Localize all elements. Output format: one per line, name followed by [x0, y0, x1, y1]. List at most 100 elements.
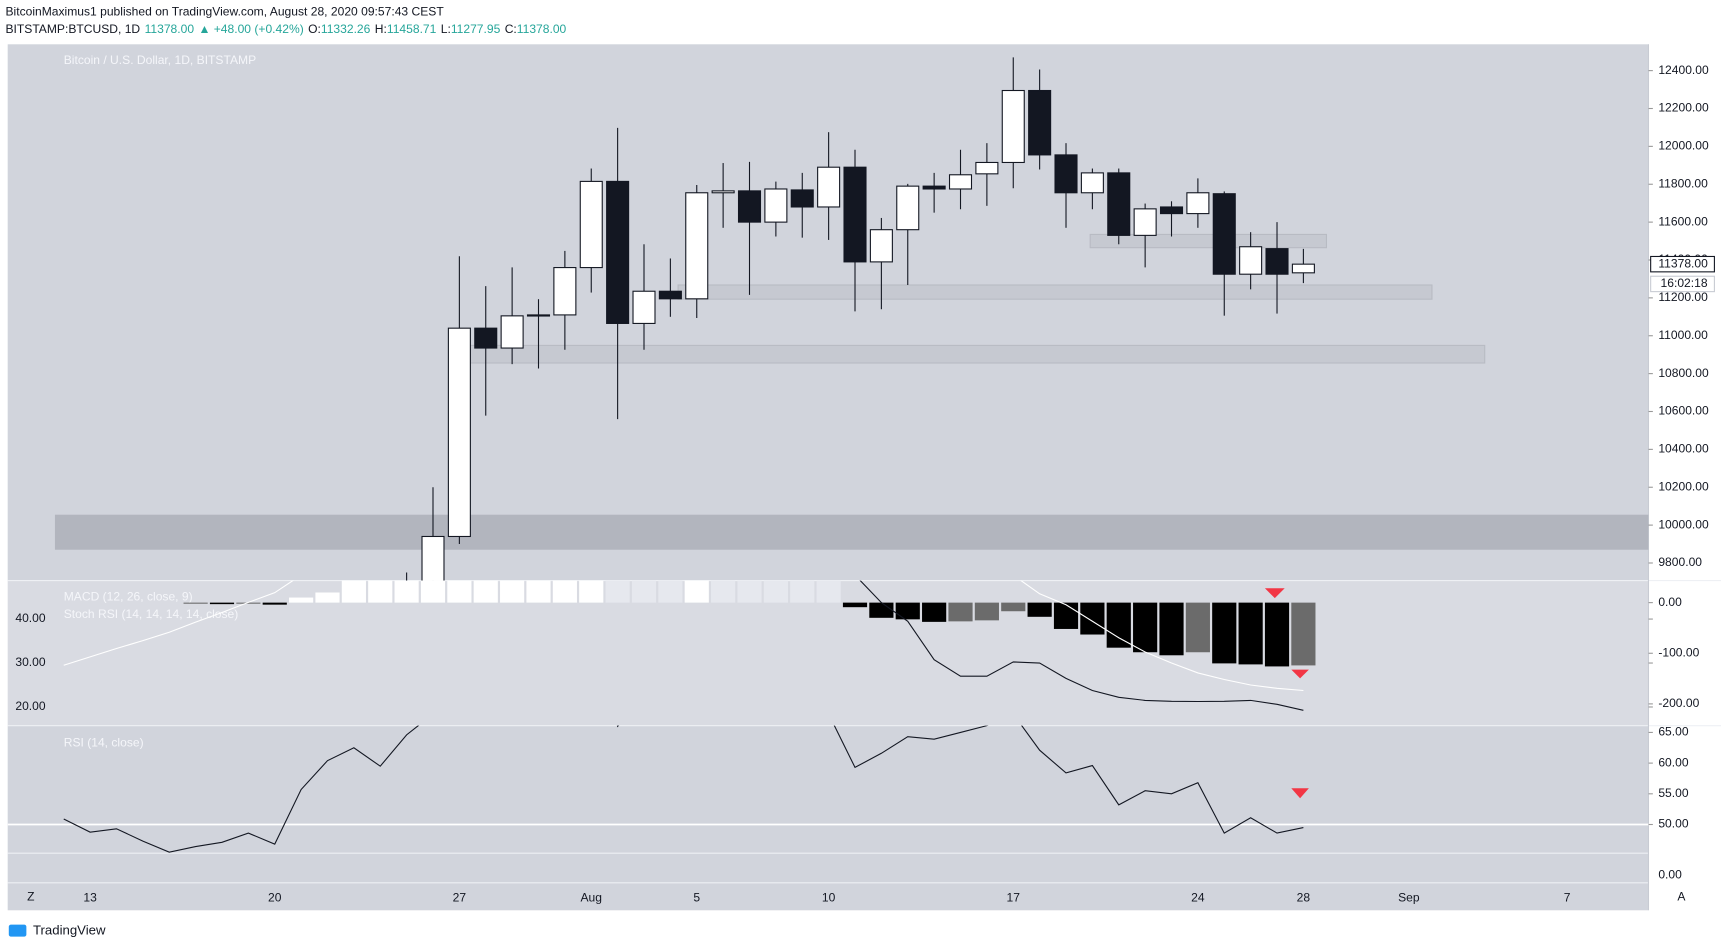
histogram-bar [1133, 602, 1158, 653]
histogram-bar [289, 597, 314, 603]
candle-body [896, 185, 920, 231]
ohlc-label: H: [375, 22, 387, 36]
candle-body [1159, 206, 1184, 215]
zone [1089, 233, 1328, 249]
x-tick-label: 24 [1191, 890, 1205, 904]
histogram-bar [1106, 602, 1131, 648]
rsi-pane [7, 725, 1649, 883]
y-tick-label: 9800.00 [1658, 555, 1702, 569]
histogram-bar [1185, 602, 1210, 653]
histogram-bar [236, 602, 261, 604]
histogram-bar [737, 580, 762, 603]
histogram-bar [816, 580, 841, 603]
histogram-bar [895, 602, 920, 620]
histogram-bar [658, 580, 683, 603]
histogram-bar [711, 580, 736, 603]
histogram-bar [552, 580, 577, 603]
histogram-bar [526, 580, 551, 603]
histogram-bar [948, 602, 973, 622]
candle-body [526, 314, 551, 317]
ohlc-label: C: [505, 22, 517, 36]
zone [54, 514, 1649, 550]
auto-button-bg[interactable] [1672, 888, 1691, 906]
y-tick-label: 10600.00 [1658, 404, 1709, 418]
candle-body [447, 327, 471, 538]
countdown: 16:02:18 [1661, 276, 1708, 290]
x-tick-label: 10 [822, 890, 836, 904]
histogram-bar [869, 602, 894, 618]
last-price: 11378.00 [145, 22, 195, 36]
candle-body [1212, 193, 1236, 275]
candle-body [737, 190, 762, 223]
histogram-bar [684, 580, 709, 603]
y-tick-label: 40.00 [15, 611, 46, 625]
histogram-bar [842, 602, 868, 608]
candle-body [922, 185, 946, 190]
y-tick-label: 50.00 [1658, 817, 1689, 831]
candle-body [1186, 192, 1210, 215]
low-value: 11277.95 [451, 22, 501, 36]
histogram-bar [1264, 602, 1290, 667]
candle-body [790, 189, 814, 208]
main-plot: Bitcoin / U.S. Dollar, 1D, BITSTAMP [54, 53, 1649, 581]
macd-pane [7, 580, 1649, 726]
x-tick-label: 17 [1007, 890, 1021, 904]
y-tick-label: 12200.00 [1658, 101, 1709, 115]
x-tick-label: Sep [1398, 890, 1420, 904]
histogram-bar [1001, 602, 1026, 612]
histogram-bar [315, 592, 340, 603]
y-tick-label: 11800.00 [1658, 176, 1708, 190]
histogram-bar [974, 602, 999, 621]
stoch-k-line [859, 580, 1304, 711]
candle-body [474, 327, 498, 349]
candle-body [500, 315, 524, 349]
stoch-d-line [63, 580, 1304, 692]
histogram-bar [368, 580, 393, 603]
histogram-bar [922, 602, 947, 622]
x-tick-label: 7 [1564, 890, 1571, 904]
signal-arrow [1264, 588, 1285, 599]
histogram-bar [1053, 602, 1079, 629]
candle-body [1291, 263, 1315, 274]
histogram-bar [605, 580, 630, 603]
high-value: 11458.71 [387, 22, 437, 36]
zone [457, 344, 1486, 364]
candle-body [948, 174, 973, 190]
candle-body [1001, 89, 1025, 164]
y-tick-label: -200.00 [1658, 696, 1699, 710]
candle-body [685, 192, 709, 300]
x-tick-label: 13 [83, 890, 97, 904]
histogram-bar [1291, 602, 1316, 666]
histogram-bar [790, 580, 815, 603]
y-tick-label: 11200.00 [1658, 290, 1708, 304]
histogram-bar [447, 580, 472, 603]
zoom-button[interactable]: Z [27, 889, 34, 903]
histogram-bar [1238, 602, 1263, 665]
rsi-plot: RSI (14, close) [7, 725, 1649, 853]
rsi-line [63, 725, 1304, 853]
y-tick-label: 30.00 [15, 655, 46, 669]
y-tick-label: 60.00 [1658, 755, 1689, 769]
y-tick-label: 11000.00 [1658, 328, 1708, 342]
histogram-bar [1212, 602, 1237, 664]
macd-title: MACD (12, 26, close, 9) [64, 589, 193, 603]
y-tick-label: 20.00 [15, 699, 46, 713]
y-tick-label: 10000.00 [1658, 517, 1709, 531]
x-tick-label: 5 [693, 890, 700, 904]
signal-arrow [1291, 669, 1309, 679]
candle-body [1080, 172, 1104, 194]
candle-body [1265, 248, 1289, 275]
x-tick-label: 20 [268, 890, 282, 904]
histogram-bar [1080, 602, 1105, 635]
histogram-bar [631, 580, 657, 603]
candle-body [553, 267, 577, 316]
brand-logo [8, 924, 27, 937]
candle-body [658, 290, 682, 300]
histogram-bar [1027, 602, 1052, 617]
macd-plot: MACD (12, 26, close, 9) Stoch RSI (14, 14… [63, 580, 1316, 711]
change: ▲ +48.00 (+0.42%) [198, 22, 303, 36]
ohlc-label: O: [308, 22, 321, 36]
auto-button[interactable]: A [1677, 889, 1686, 903]
candle-body [843, 166, 867, 263]
